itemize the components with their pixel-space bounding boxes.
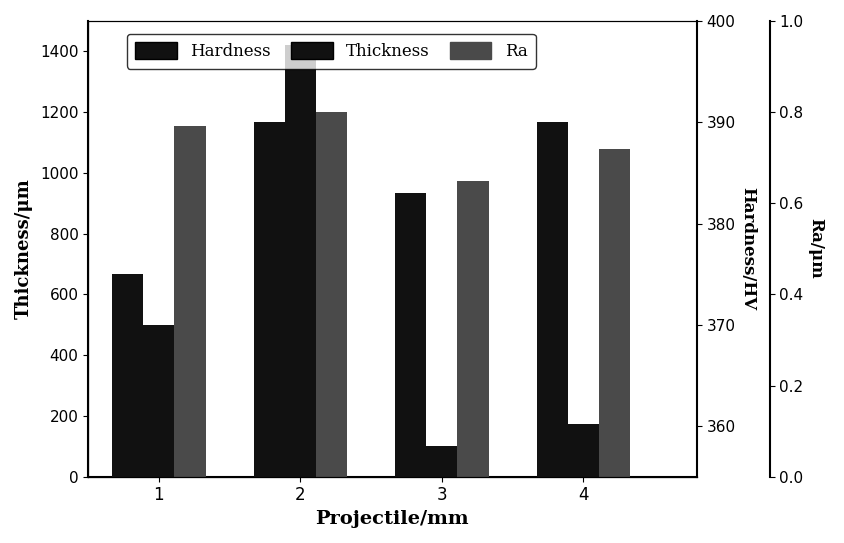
Bar <box>598 149 630 477</box>
Y-axis label: Ra/μm: Ra/μm <box>807 218 824 279</box>
Bar <box>143 325 174 477</box>
Bar <box>174 126 205 477</box>
Bar <box>253 122 284 477</box>
Bar <box>395 193 426 477</box>
Bar <box>284 45 316 477</box>
Bar <box>112 274 143 477</box>
Legend: Hardness, Thickness, Ra: Hardness, Thickness, Ra <box>127 34 535 69</box>
Y-axis label: Hardness/HV: Hardness/HV <box>738 187 755 311</box>
Bar <box>426 446 457 477</box>
Bar <box>536 122 567 477</box>
Y-axis label: Thickness/μm: Thickness/μm <box>15 179 33 319</box>
Bar <box>316 112 347 477</box>
Bar <box>457 180 488 477</box>
X-axis label: Projectile/mm: Projectile/mm <box>315 510 468 528</box>
Bar <box>567 424 598 477</box>
